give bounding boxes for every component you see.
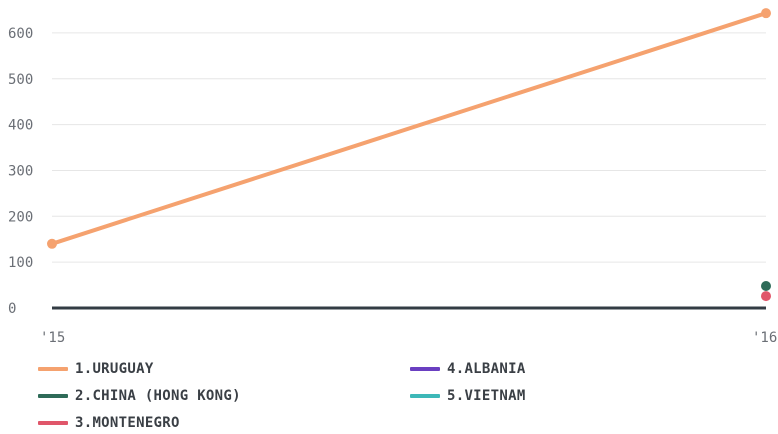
legend-label: 2.CHINA (HONG KONG) bbox=[75, 388, 241, 404]
legend-item-albania[interactable]: 4.ALBANIA bbox=[410, 358, 526, 380]
series-layer bbox=[47, 8, 771, 302]
y-tick-label: 300 bbox=[8, 163, 33, 179]
legend-swatch-montenegro bbox=[38, 421, 68, 425]
data-point-1-0[interactable] bbox=[761, 280, 771, 291]
x-tick-label: '16 bbox=[752, 330, 777, 346]
data-point-0-1[interactable] bbox=[761, 8, 771, 19]
legend-label: 1.URUGUAY bbox=[75, 361, 154, 377]
legend-swatch-china-hong-kong bbox=[38, 394, 68, 398]
data-point-2-0[interactable] bbox=[761, 291, 771, 302]
legend-item-montenegro[interactable]: 3.MONTENEGRO bbox=[38, 412, 180, 434]
y-tick-label: 400 bbox=[8, 118, 33, 134]
y-tick-label: 100 bbox=[8, 255, 33, 271]
legend-label: 5.VIETNAM bbox=[447, 388, 526, 404]
legend-item-uruguay[interactable]: 1.URUGUAY bbox=[38, 358, 154, 380]
series-line-0 bbox=[50, 11, 768, 246]
x-axis-ticks: '15 '16 bbox=[40, 330, 777, 346]
y-axis-ticks: 0 100 200 300 400 500 600 bbox=[8, 26, 33, 317]
data-point-0-0[interactable] bbox=[47, 238, 57, 249]
legend-label: 4.ALBANIA bbox=[447, 361, 526, 377]
legend: 1.URUGUAY 2.CHINA (HONG KONG) 3.MONTENEG… bbox=[38, 356, 778, 431]
legend-label: 3.MONTENEGRO bbox=[75, 415, 180, 431]
y-tick-label: 200 bbox=[8, 209, 33, 225]
legend-item-vietnam[interactable]: 5.VIETNAM bbox=[410, 385, 526, 407]
grid-lines bbox=[52, 32, 766, 263]
y-tick-label: 500 bbox=[8, 72, 33, 88]
line-chart: 0 100 200 300 400 500 600 '15 '16 bbox=[8, 8, 777, 346]
legend-swatch-vietnam bbox=[410, 394, 440, 398]
legend-swatch-uruguay bbox=[38, 367, 68, 371]
legend-item-china-hong-kong[interactable]: 2.CHINA (HONG KONG) bbox=[38, 385, 241, 407]
y-tick-label: 600 bbox=[8, 26, 33, 42]
x-tick-label: '15 bbox=[40, 330, 65, 346]
y-tick-label: 0 bbox=[8, 301, 16, 317]
legend-swatch-albania bbox=[410, 367, 440, 371]
